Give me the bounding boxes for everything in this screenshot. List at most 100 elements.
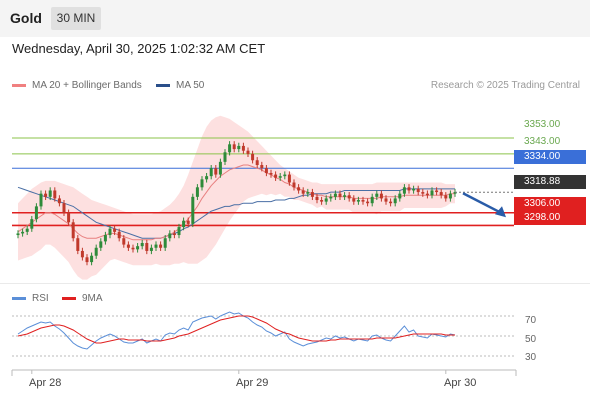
level-label-3343: 3343.00 xyxy=(524,136,561,147)
candle-71 xyxy=(343,195,347,197)
candle-3 xyxy=(30,219,34,229)
candle-28 xyxy=(145,242,149,251)
legend-ma50-label: MA 50 xyxy=(176,80,205,91)
candle-68 xyxy=(329,196,333,199)
candle-40 xyxy=(200,179,204,188)
candle-82 xyxy=(393,198,397,204)
candle-11 xyxy=(67,212,71,223)
legend-swatch-ma50 xyxy=(156,84,170,87)
candle-61 xyxy=(297,187,301,191)
legend-swatch-rsi-ma xyxy=(62,297,76,300)
candle-22 xyxy=(117,231,121,239)
x-tick-apr30: Apr 30 xyxy=(444,377,477,389)
candle-91 xyxy=(435,190,439,193)
x-tick-apr28: Apr 28 xyxy=(29,377,62,389)
candle-81 xyxy=(389,201,393,204)
candle-16 xyxy=(90,255,94,263)
candle-2 xyxy=(25,228,29,232)
candle-54 xyxy=(264,168,268,173)
rsi-ma-line xyxy=(17,315,455,344)
candle-6 xyxy=(44,193,48,197)
rsi-tick-50: 50 xyxy=(525,334,537,345)
candle-60 xyxy=(292,182,296,188)
candle-14 xyxy=(80,250,84,258)
candle-52 xyxy=(255,160,259,166)
candle-74 xyxy=(356,200,360,202)
candle-93 xyxy=(444,195,448,199)
candle-92 xyxy=(439,192,443,196)
candle-12 xyxy=(71,222,75,239)
ma50-line xyxy=(17,186,455,239)
legend-swatch-rsi xyxy=(12,297,26,300)
legend-rsi: RSI xyxy=(12,293,49,304)
candle-35 xyxy=(177,227,181,236)
candle-39 xyxy=(195,187,199,197)
candle-33 xyxy=(168,233,172,239)
candle-87 xyxy=(416,188,420,193)
candle-90 xyxy=(430,190,434,196)
candle-29 xyxy=(149,247,153,251)
candle-88 xyxy=(421,192,425,194)
candle-58 xyxy=(283,174,287,177)
candle-15 xyxy=(85,257,89,263)
candle-36 xyxy=(182,220,186,228)
candle-64 xyxy=(310,192,314,197)
candle-20 xyxy=(108,228,112,236)
candle-69 xyxy=(333,193,337,197)
candle-79 xyxy=(379,193,383,199)
candle-55 xyxy=(269,172,273,175)
candle-1 xyxy=(21,231,25,234)
candle-86 xyxy=(412,188,416,191)
candle-41 xyxy=(205,176,209,180)
candle-56 xyxy=(274,174,278,178)
candle-83 xyxy=(398,193,402,199)
candle-27 xyxy=(140,242,144,247)
candle-59 xyxy=(287,174,291,183)
candle-51 xyxy=(251,153,255,161)
bollinger-band xyxy=(18,115,455,280)
current-price-badge: 3318.88 xyxy=(514,175,586,189)
candle-43 xyxy=(214,168,218,175)
legend-ma20-bollinger: MA 20 + Bollinger Bands xyxy=(12,80,142,91)
candle-89 xyxy=(425,193,429,196)
candle-75 xyxy=(361,200,365,202)
level-label-3353: 3353.00 xyxy=(524,119,561,130)
candle-0 xyxy=(16,233,20,236)
candle-77 xyxy=(370,196,374,204)
legend-rsi-ma: 9MA xyxy=(62,293,103,304)
legend-rsi-label: RSI xyxy=(32,293,49,304)
rsi-tick-30: 30 xyxy=(525,352,537,363)
level-badge-3306: 3306.00 xyxy=(514,197,586,211)
panel-divider xyxy=(0,283,590,284)
level-badge-3298: 3298.00 xyxy=(514,211,586,225)
candle-84 xyxy=(402,187,406,194)
candle-80 xyxy=(384,198,388,202)
candle-47 xyxy=(232,144,236,150)
candle-72 xyxy=(347,195,351,199)
candle-8 xyxy=(53,190,57,199)
rsi-line xyxy=(17,311,456,350)
candle-45 xyxy=(223,152,227,162)
candle-18 xyxy=(99,241,103,248)
candle-9 xyxy=(57,198,61,204)
candle-65 xyxy=(315,196,319,201)
legend-ma50: MA 50 xyxy=(156,80,204,91)
level-badge-3334: 3334.00 xyxy=(514,150,586,164)
candle-66 xyxy=(320,200,324,202)
candle-23 xyxy=(122,238,126,245)
candle-30 xyxy=(154,244,158,248)
candle-53 xyxy=(260,165,264,169)
candle-19 xyxy=(103,235,107,242)
timeframe-button[interactable]: 30 MIN xyxy=(51,7,101,30)
legend-swatch-ma20 xyxy=(12,84,26,87)
candle-17 xyxy=(94,247,98,256)
candle-76 xyxy=(366,201,370,204)
candle-63 xyxy=(306,192,310,194)
credit-text: Research © 2025 Trading Central xyxy=(430,80,580,91)
candle-34 xyxy=(172,233,176,236)
candle-85 xyxy=(407,187,411,191)
legend-ma20-label: MA 20 + Bollinger Bands xyxy=(32,80,142,91)
candle-5 xyxy=(39,193,43,207)
x-tick-apr29: Apr 29 xyxy=(236,377,269,389)
